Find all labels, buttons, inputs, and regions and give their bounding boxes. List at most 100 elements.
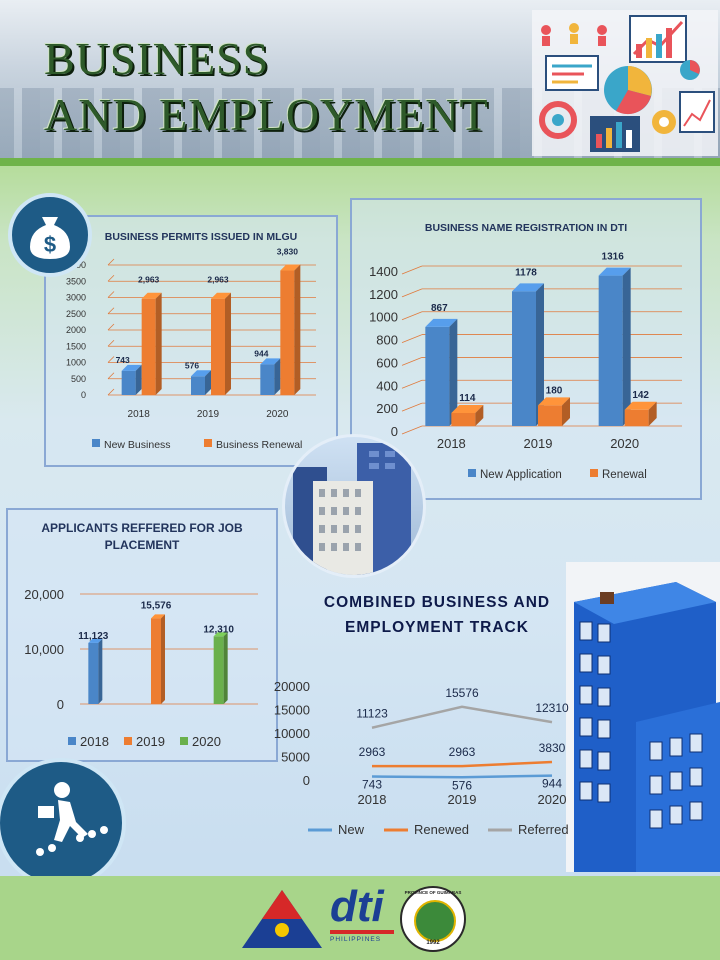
city-buildings-graphic xyxy=(293,443,411,575)
guimaras-province-seal: PROVINCE OF GUIMARAS 1992 xyxy=(400,886,466,952)
gridline xyxy=(107,372,115,380)
bar-side-face xyxy=(135,364,142,395)
bar xyxy=(512,291,536,426)
data-label: 11123 xyxy=(356,707,388,721)
bar-side-face xyxy=(648,401,657,426)
bar-top-face xyxy=(280,264,301,271)
y-tick-label: 2500 xyxy=(66,309,86,319)
chart-panel-job-placement: APPLICANTS REFFERED FOR JOB PLACEMENT 0 1… xyxy=(6,508,278,762)
series-line xyxy=(371,774,553,779)
dti-logo-subtext: PHILIPPINES xyxy=(330,936,382,943)
header-banner: BUSINESS AND EMPLOYMENT xyxy=(0,0,720,158)
chart-title: APPLICANTS REFFERED FOR JOB PLACEMENT xyxy=(41,521,243,552)
chart-title: BUSINESS NAME REGISTRATION IN DTI xyxy=(424,222,628,234)
y-tick-label: 2000 xyxy=(66,325,86,335)
bar xyxy=(425,326,450,426)
data-label: 576 xyxy=(452,778,472,792)
page-title-line2: AND EMPLOYMENT xyxy=(44,89,489,140)
legend-label: 2020 xyxy=(192,734,221,749)
legend-swatch xyxy=(92,439,100,447)
page-title-line1: BUSINESS xyxy=(44,33,270,84)
bar xyxy=(451,412,476,426)
data-label: 944 xyxy=(254,348,268,358)
data-label: 2,963 xyxy=(207,275,229,285)
seal-text: PROVINCE OF GUIMARAS xyxy=(404,890,462,895)
data-label: 15,576 xyxy=(141,600,172,611)
dti-registration-chart: 0 200 400 600 800 1000 1200 1400 867 114 2018 1178 1… xyxy=(369,252,682,481)
y-tick-label: 1400 xyxy=(369,264,398,279)
bar-side-face xyxy=(562,397,570,426)
bar-side-face xyxy=(449,318,458,426)
money-bag-icon: $ xyxy=(8,193,92,277)
x-tick-label: 2018 xyxy=(358,792,387,807)
data-label: 576 xyxy=(185,360,199,370)
bar-side-face xyxy=(475,404,484,426)
gridline xyxy=(107,323,115,331)
bar xyxy=(280,270,295,395)
x-tick-label: 2019 xyxy=(524,436,553,451)
data-label: 114 xyxy=(459,393,476,404)
bar xyxy=(151,618,161,704)
career-climb-icon xyxy=(0,758,126,888)
bar-side-face xyxy=(294,264,301,395)
legend-swatch xyxy=(468,469,476,477)
bar-top-face xyxy=(260,358,281,365)
legend-swatch xyxy=(124,737,132,745)
y-tick-label: 1200 xyxy=(369,287,398,302)
combined-chart-title: COMBINED BUSINESS AND EMPLOYMENT TRACK xyxy=(323,594,551,636)
bar xyxy=(260,364,275,395)
legend-label: New Business xyxy=(104,439,171,451)
seal-inner xyxy=(414,900,456,942)
job-placement-chart: 0 10,000 20,000 11,123 15,576 12,310 2018 2019 2… xyxy=(24,587,258,749)
bar xyxy=(538,405,562,426)
x-tick-label: 2020 xyxy=(538,792,567,807)
y-tick-label: 20000 xyxy=(274,679,310,694)
bar-side-face xyxy=(274,358,281,395)
x-tick-label: 2018 xyxy=(437,436,466,451)
gridline xyxy=(401,379,423,389)
business-permits-chart: 050010001500200025003000350040007432,963… xyxy=(66,247,316,451)
gridline xyxy=(401,402,423,412)
data-label: 1178 xyxy=(515,267,537,278)
data-label: 142 xyxy=(632,390,649,401)
gridline xyxy=(401,265,423,275)
y-tick-label: 1000 xyxy=(66,358,86,368)
legend-swatch xyxy=(590,469,598,477)
chart-panel-business-permits: BUSINESS PERMITS ISSUED IN MLGU 0 500 1000… xyxy=(44,215,338,467)
data-label: 3,830 xyxy=(277,247,299,257)
bar xyxy=(213,636,224,704)
x-tick-label: 2019 xyxy=(197,409,220,420)
dti-logo-text: dti xyxy=(330,882,384,931)
gridline xyxy=(401,334,423,343)
building-illustration xyxy=(566,562,720,872)
money-bag-glyph: $ xyxy=(30,217,70,259)
y-tick-label: 0 xyxy=(391,424,398,439)
combined-track-chart: 0 5000 10000 15000 20000 743 576 944 2963 2963 383… xyxy=(274,679,569,837)
dti-logo-bar xyxy=(330,930,394,934)
y-tick-label: 10,000 xyxy=(24,642,64,657)
analytics-collage-icon xyxy=(532,10,718,156)
gridline xyxy=(107,356,115,363)
gridline xyxy=(107,258,115,266)
bar xyxy=(211,298,225,395)
data-label: 743 xyxy=(116,355,130,365)
y-tick-label: 0 xyxy=(303,773,310,788)
y-tick-label: 800 xyxy=(376,333,398,348)
bar-side-face xyxy=(161,614,165,704)
gridline xyxy=(401,357,423,366)
bar-top-face xyxy=(624,401,657,410)
y-tick-label: 0 xyxy=(81,390,86,400)
bar-top-face xyxy=(141,292,162,299)
bar xyxy=(191,376,205,395)
bar-side-face xyxy=(622,267,631,426)
x-tick-label: 2020 xyxy=(266,409,289,420)
philippine-government-logo xyxy=(242,890,322,948)
y-tick-label: 1000 xyxy=(369,310,398,325)
data-label: 1316 xyxy=(602,252,625,263)
data-label: 743 xyxy=(362,778,382,792)
data-label: 3830 xyxy=(539,741,566,755)
bar-top-face xyxy=(213,632,228,637)
gridline xyxy=(107,274,115,282)
bar-side-face xyxy=(98,638,103,704)
city-buildings-photo xyxy=(282,434,426,578)
